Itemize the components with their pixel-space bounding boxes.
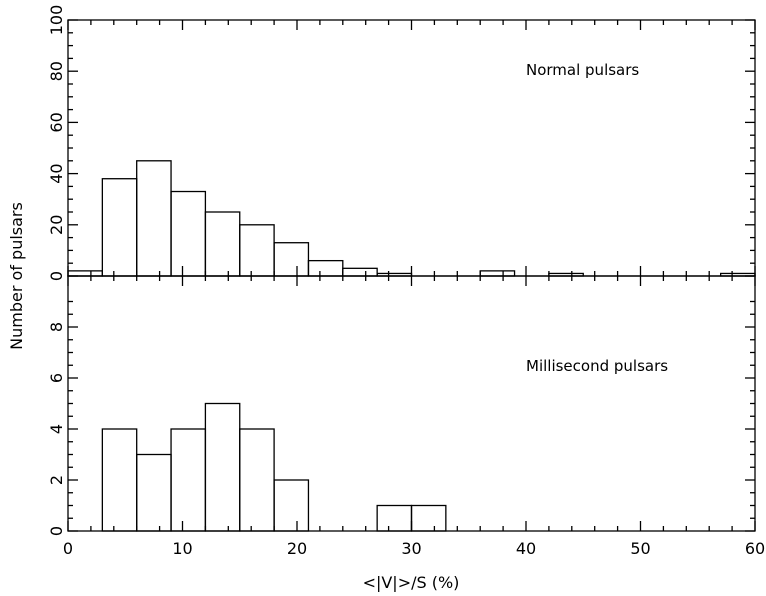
msp-histogram-bar [204, 402, 241, 532]
x-tick-label: 60 [745, 539, 765, 558]
normal-histogram-bar [170, 190, 207, 277]
millisecond-pulsars-panel: 0 2 4 6 8 0 10 20 30 40 50 60 Millisecond pulsars [47, 275, 765, 558]
msp-y-tick-label: 8 [47, 322, 66, 332]
y-axis-label: Number of pulsars [7, 202, 26, 350]
x-tick-label: 10 [172, 539, 192, 558]
normal-y-tick-label: 80 [47, 61, 66, 81]
msp-histogram-bar [376, 504, 413, 532]
x-tick-label: 20 [287, 539, 307, 558]
normal-panel-annotation: Normal pulsars [526, 61, 639, 79]
normal-histogram-bar [239, 224, 275, 277]
msp-histogram-bar [101, 428, 138, 532]
normal-y-tick-label: 20 [47, 215, 66, 235]
normal-histogram-bar [101, 178, 138, 277]
msp-y-tick-label: 2 [47, 475, 66, 485]
normal-y-tick-label: 40 [47, 163, 66, 183]
normal-y-tick-label: 100 [47, 5, 66, 36]
msp-histogram-bar [239, 428, 275, 532]
msp-panel-annotation: Millisecond pulsars [526, 357, 668, 375]
msp-y-tick-label: 0 [47, 526, 66, 536]
msp-y-tick-label: 4 [47, 424, 66, 434]
msp-histogram-bar [170, 428, 207, 532]
normal-y-tick-label: 60 [47, 112, 66, 132]
msp-histogram-bar [273, 479, 310, 532]
normal-y-tick-label: 0 [47, 271, 66, 281]
x-tick-label: 0 [63, 539, 73, 558]
normal-histogram-bar [273, 242, 310, 277]
normal-histogram-bar [342, 267, 378, 277]
normal-histogram-bar [67, 270, 103, 277]
x-tick-label: 50 [630, 539, 650, 558]
msp-y-tick-label: 6 [47, 373, 66, 383]
normal-histogram-bar [479, 270, 516, 277]
x-axis-label: <|V|>/S (%) [363, 573, 460, 592]
msp-histogram-bar [136, 453, 172, 532]
x-tick-label: 30 [401, 539, 421, 558]
msp-histogram-bar [410, 504, 447, 532]
normal-histogram-bar [307, 259, 344, 277]
normal-pulsars-panel: 0 20 40 60 80 100 Normal pulsars [47, 5, 756, 281]
normal-histogram-bar [136, 160, 172, 277]
normal-histogram-bar [204, 211, 241, 277]
x-tick-label: 40 [516, 539, 536, 558]
